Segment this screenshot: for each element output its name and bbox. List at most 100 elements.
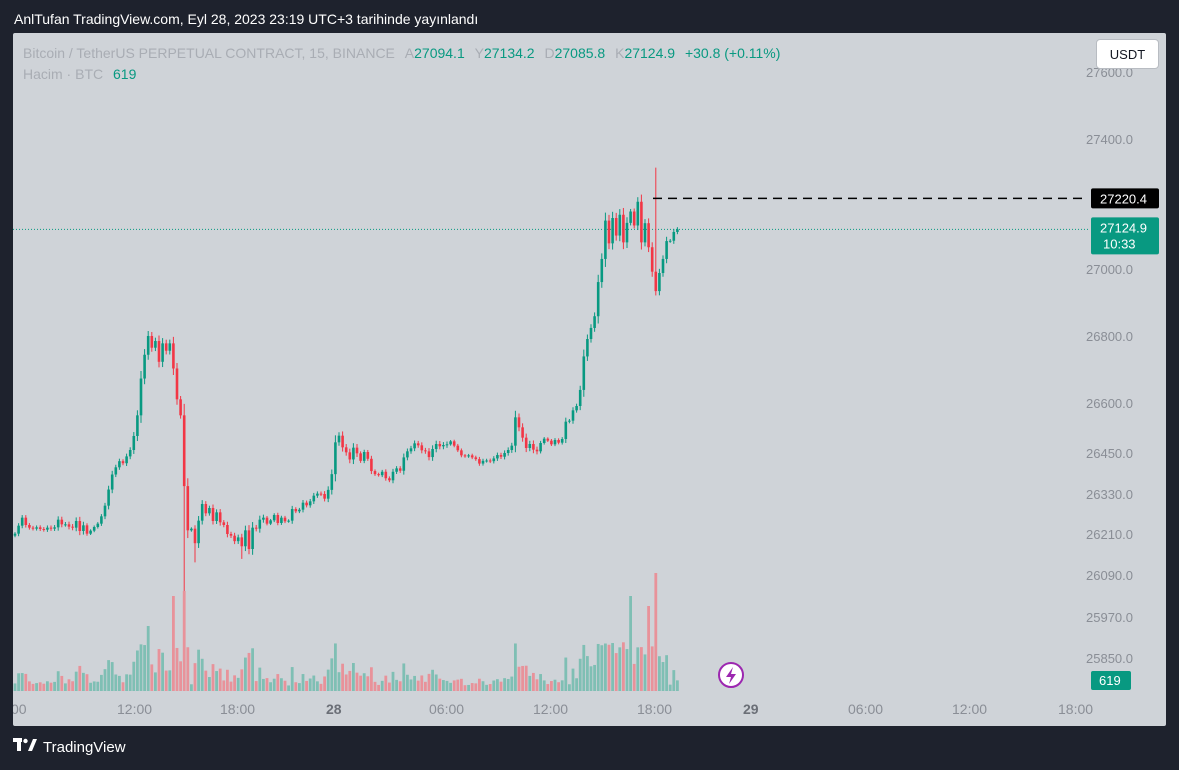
candle-body xyxy=(258,519,262,529)
volume-bar xyxy=(294,682,298,691)
volume-bar xyxy=(301,674,305,691)
candle-body xyxy=(35,527,38,529)
candle-body xyxy=(611,218,614,244)
candle-body xyxy=(478,459,481,464)
volume-bar xyxy=(535,679,539,691)
currency-button[interactable]: USDT xyxy=(1096,39,1159,69)
candle-body xyxy=(492,458,496,462)
candle-body xyxy=(625,222,629,243)
candle-body xyxy=(334,442,337,475)
price-tick-label: 26800.0 xyxy=(1086,329,1133,344)
volume-bar xyxy=(438,678,442,691)
candle-body xyxy=(287,520,290,522)
volume-label[interactable]: Hacim · BTC xyxy=(23,66,104,82)
open-label: A xyxy=(404,45,415,61)
candle-body xyxy=(316,493,319,496)
volume-bar xyxy=(337,672,341,691)
volume-bar xyxy=(373,681,377,691)
candle-body xyxy=(283,517,287,522)
volume-bar xyxy=(60,675,64,691)
candle-body xyxy=(568,420,571,422)
time-tick-label: 12:00 xyxy=(533,701,568,717)
tradingview-logo[interactable]: TradingView xyxy=(13,738,126,756)
volume-bar xyxy=(377,684,380,691)
volume-bar xyxy=(550,681,553,691)
candle-body xyxy=(362,452,366,461)
symbol-name[interactable]: Bitcoin / TetherUS PERPETUAL CONTRACT, 1… xyxy=(23,45,395,61)
volume-bar xyxy=(571,668,575,691)
volume-bar xyxy=(121,682,125,691)
candle-body xyxy=(604,220,607,259)
volume-bar xyxy=(434,674,438,691)
volume-bar xyxy=(244,657,247,691)
volume-bar xyxy=(334,643,337,691)
candle-body xyxy=(341,435,344,448)
candle-body xyxy=(409,448,413,452)
volume-bar xyxy=(604,643,607,691)
candle-body xyxy=(92,527,96,531)
candle-body xyxy=(420,445,424,451)
volume-badge xyxy=(1091,671,1131,690)
high-value: 27134.2 xyxy=(483,45,535,61)
volume-bar xyxy=(42,683,46,691)
candle-body xyxy=(672,231,676,241)
volume-bar xyxy=(416,680,420,691)
candle-body xyxy=(233,535,236,542)
volume-bar xyxy=(182,591,186,691)
candle-body xyxy=(503,453,506,457)
volume-bar xyxy=(560,680,564,691)
chart-panel[interactable]: 27600.0 27400.0 27000.0 26800.0 26600.0 26450… xyxy=(13,33,1166,726)
candle-body xyxy=(528,444,532,448)
candle-body xyxy=(13,533,17,536)
volume-bar xyxy=(251,648,254,691)
price-chart[interactable]: 27600.027400.027000.026800.026600.026450… xyxy=(13,33,1166,726)
volume-bar xyxy=(431,669,434,691)
candle-body xyxy=(456,445,460,451)
candle-body xyxy=(445,444,449,446)
candle-body xyxy=(280,517,283,523)
candle-body xyxy=(150,335,154,348)
resistance-price-badge xyxy=(1091,188,1159,209)
candle-body xyxy=(240,537,244,547)
volume-bar xyxy=(510,676,514,691)
volume-bar xyxy=(532,672,535,691)
candle-body xyxy=(452,441,456,446)
candle-body xyxy=(413,443,416,449)
high-label: Y xyxy=(474,45,484,61)
candle-body xyxy=(481,460,485,464)
candle-body xyxy=(550,440,553,445)
candle-body xyxy=(17,525,20,534)
volume-bar xyxy=(82,672,85,691)
volume-bar xyxy=(517,666,521,691)
volume-bar xyxy=(647,606,650,691)
candle-body xyxy=(265,517,269,524)
volume-bar xyxy=(280,678,283,691)
volume-bar xyxy=(542,680,546,691)
volume-bar xyxy=(283,680,287,691)
volume-bar xyxy=(488,684,492,691)
publish-title: AnlTufan TradingView.com, Eyl 28, 2023 2… xyxy=(14,11,479,27)
candle-body xyxy=(517,417,521,428)
candle-body xyxy=(398,468,402,471)
volume-bar xyxy=(125,674,128,691)
candle-body xyxy=(596,282,600,317)
open-value: 27094.1 xyxy=(414,45,465,61)
candle-body xyxy=(337,435,341,443)
volume-bar xyxy=(452,680,456,691)
volume-bar xyxy=(236,677,240,691)
candle-body xyxy=(114,467,118,475)
volume-bar xyxy=(614,653,618,691)
time-tick-label: 06:00 xyxy=(429,701,464,717)
volume-bar xyxy=(143,645,146,691)
time-tick-label: 12:00 xyxy=(117,701,152,717)
candle-body xyxy=(200,504,204,521)
volume-bar xyxy=(632,663,636,691)
volume-bar xyxy=(643,654,647,691)
volume-bar xyxy=(200,658,204,691)
volume-bar xyxy=(28,681,31,691)
candle-body xyxy=(204,504,208,514)
volume-bar xyxy=(445,680,449,691)
candle-body xyxy=(650,247,654,272)
volume-bar xyxy=(298,683,301,691)
candle-body xyxy=(373,471,377,475)
